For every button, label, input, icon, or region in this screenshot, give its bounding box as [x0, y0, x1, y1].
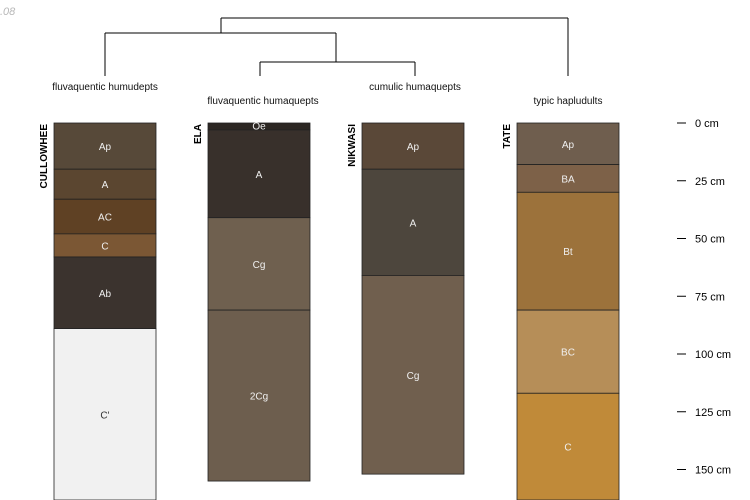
taxon-label: fluvaquentic humudepts [52, 82, 158, 93]
horizon-label: A [102, 180, 109, 191]
horizon-a [207, 129, 311, 219]
horizon-ap [53, 122, 157, 170]
taxon-label: cumulic humaquepts [369, 82, 461, 93]
horizon-2cg [207, 309, 311, 482]
horizon-cg [361, 275, 465, 475]
horizon-label: 2Cg [250, 392, 268, 403]
horizon-ab [53, 256, 157, 329]
horizon-label: Ab [99, 289, 112, 300]
horizon-bc [516, 309, 620, 394]
taxon-label: fluvaquentic humaquepts [207, 96, 318, 107]
profile-name-label: TATE [502, 124, 513, 149]
horizon-a [53, 168, 157, 200]
horizon-label: AC [98, 213, 112, 224]
horizon-c [516, 392, 620, 500]
horizon-label: C [564, 443, 571, 454]
horizon-label: A [410, 218, 417, 229]
horizon-label: Ap [407, 142, 420, 153]
horizon-label: BC [561, 348, 575, 359]
depth-tick-label: 75 cm [695, 291, 725, 303]
depth-tick-label: 150 cm [695, 465, 731, 477]
profile-ela: Oe A Cg 2Cg ELA [193, 122, 311, 482]
soil-profiles: Ap A AC C Ab C' CULLOWHEE Oe A Cg 2Cg ELA Ap A Cg NIKWA… [39, 122, 620, 500]
horizon-label: Cg [253, 260, 266, 271]
horizon-label: Oe [252, 122, 266, 133]
profile-cullowhee: Ap A AC C Ab C' CULLOWHEE [39, 122, 157, 500]
dendrogram: fluvaquentic humudepts fluvaquentic humaq… [52, 17, 603, 107]
horizon-cp [53, 328, 157, 500]
horizon-label: C' [100, 410, 109, 421]
depth-tick-label: 100 cm [695, 349, 731, 361]
depth-axis: 0 cm 25 cm 50 cm 75 cm 100 cm 125 cm 150 cm [677, 118, 731, 477]
horizon-ap [516, 122, 620, 165]
depth-tick-label: 50 cm [695, 234, 725, 246]
profile-name-label: NIKWASI [347, 124, 358, 167]
horizon-a [361, 168, 465, 276]
horizon-ba [516, 164, 620, 193]
profile-tate: Ap BA Bt BC C TATE [502, 122, 620, 500]
profile-name-label: CULLOWHEE [39, 124, 50, 189]
horizon-ac [53, 198, 157, 235]
horizon-label: A [256, 170, 263, 181]
profile-name-label: ELA [193, 124, 204, 144]
taxon-label: typic hapludults [534, 96, 603, 107]
horizon-label: BA [561, 174, 575, 185]
horizon-label: C [101, 241, 108, 252]
horizon-label: Ap [562, 140, 575, 151]
corner-note: .08 [0, 6, 16, 18]
horizon-label: Bt [563, 247, 573, 258]
horizon-bt [516, 191, 620, 311]
depth-tick-label: 0 cm [695, 118, 719, 130]
horizon-cg [207, 217, 311, 311]
profile-nikwasi: Ap A Cg NIKWASI [347, 122, 465, 475]
horizon-ap [361, 122, 465, 170]
horizon-label: Ap [99, 142, 112, 153]
depth-tick-label: 125 cm [695, 407, 731, 419]
horizon-label: Cg [407, 371, 420, 382]
depth-tick-label: 25 cm [695, 176, 725, 188]
